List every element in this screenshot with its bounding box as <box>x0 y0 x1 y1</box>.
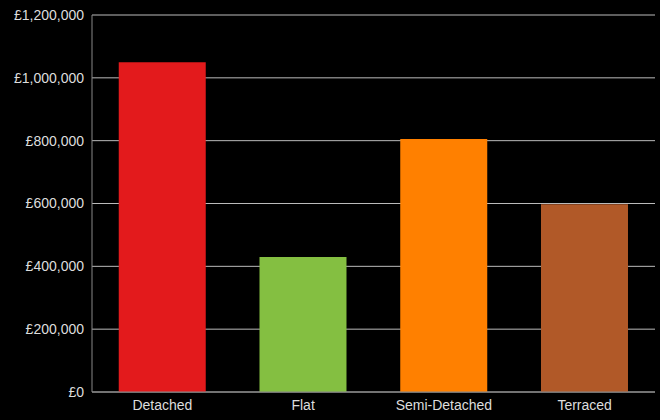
svg-text:£1,200,000: £1,200,000 <box>14 7 84 23</box>
svg-text:£0: £0 <box>68 384 84 400</box>
svg-text:Flat: Flat <box>291 397 314 413</box>
svg-text:Detached: Detached <box>132 397 192 413</box>
svg-text:£400,000: £400,000 <box>26 258 85 274</box>
svg-text:Terraced: Terraced <box>557 397 611 413</box>
svg-text:Semi-Detached: Semi-Detached <box>396 397 493 413</box>
svg-text:£200,000: £200,000 <box>26 321 85 337</box>
svg-text:£800,000: £800,000 <box>26 133 85 149</box>
svg-text:£600,000: £600,000 <box>26 195 85 211</box>
svg-text:£1,000,000: £1,000,000 <box>14 70 84 86</box>
